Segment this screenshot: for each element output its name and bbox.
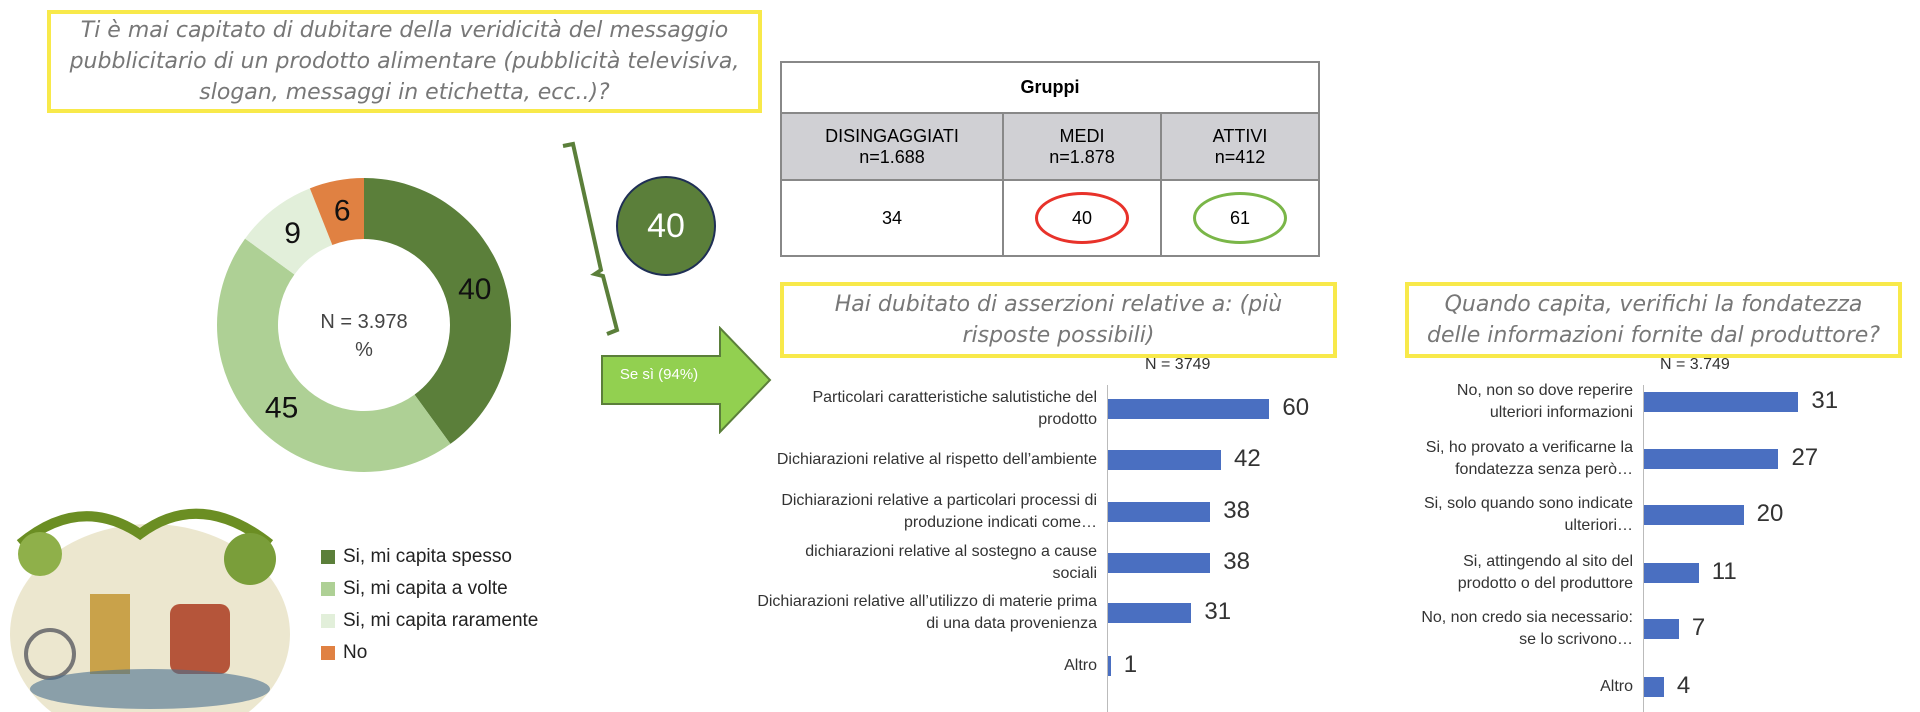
donut-value-label: 9 bbox=[284, 217, 301, 250]
legend-swatch bbox=[321, 582, 335, 596]
group-header: MEDI n=1.878 bbox=[1001, 112, 1162, 181]
bar-value-label: 4 bbox=[1676, 672, 1691, 699]
donut-value-label: 6 bbox=[334, 195, 351, 228]
bar bbox=[1108, 399, 1270, 419]
bar-value-label: 38 bbox=[1223, 548, 1250, 575]
bar-category-label: Particolari caratteristiche salutistiche… bbox=[812, 389, 1097, 428]
donut-value-label: 40 bbox=[458, 273, 491, 306]
verify-question-box: Quando capita, verifichi la fondatezza d… bbox=[1405, 282, 1902, 358]
group-header: ATTIVI n=412 bbox=[1159, 112, 1321, 181]
bar-category-label: dichiarazioni relative al sostegno a cau… bbox=[805, 543, 1097, 582]
bar bbox=[1644, 677, 1664, 697]
bar-value-label: 31 bbox=[1204, 598, 1232, 625]
group-value: 40 bbox=[1001, 179, 1162, 257]
donut-slice bbox=[245, 188, 333, 275]
bar-category-label: Dichiarazioni relative all’utilizzo di m… bbox=[757, 593, 1097, 632]
group-value: 34 bbox=[780, 179, 1004, 257]
bar-category-label: Si, solo quando sono indicate ulteriori… bbox=[1423, 495, 1633, 534]
bar-value-label: 42 bbox=[1233, 445, 1261, 472]
arrow-icon bbox=[601, 326, 772, 434]
bar-value-label: 38 bbox=[1223, 497, 1250, 524]
legend-label: No bbox=[343, 642, 368, 663]
bar bbox=[1644, 563, 1699, 583]
chart-axis bbox=[1107, 385, 1108, 712]
donut-slice bbox=[217, 238, 451, 472]
donut-chart: 40 45 96 bbox=[217, 178, 511, 472]
legend-label: Si, mi capita spesso bbox=[343, 546, 512, 567]
donut-center-label: N = 3.978 % bbox=[304, 308, 424, 364]
assertions-question-box: Hai dubitato di asserzioni relative a: (… bbox=[780, 282, 1337, 358]
groups-title: Gruppi bbox=[780, 61, 1320, 114]
legend-label: Si, mi capita raramente bbox=[343, 610, 539, 631]
illustration-image bbox=[10, 508, 290, 712]
chart-n-label: N = 3749 bbox=[1145, 356, 1211, 373]
bar bbox=[1108, 450, 1221, 470]
legend-label: Si, mi capita a volte bbox=[343, 578, 508, 599]
bar-category-label: Si, attingendo al sito del prodotto o de… bbox=[1457, 553, 1633, 592]
bar bbox=[1644, 392, 1799, 412]
bar bbox=[1108, 553, 1211, 573]
bar-category-label: Dichiarazioni relative a particolari pro… bbox=[781, 492, 1097, 531]
bar-category-label: No, non credo sia necessario: se lo scri… bbox=[1421, 609, 1633, 648]
donut-value-label: 45 bbox=[265, 391, 298, 424]
bar-value-label: 20 bbox=[1756, 500, 1784, 527]
legend-swatch bbox=[321, 614, 335, 628]
bar-value-label: 1 bbox=[1123, 651, 1138, 678]
bar-category-label: Altro bbox=[1064, 657, 1097, 674]
bar bbox=[1644, 619, 1679, 639]
legend-item: No bbox=[321, 642, 367, 664]
bar-value-label: 31 bbox=[1811, 387, 1839, 414]
bar-value-label: 60 bbox=[1282, 394, 1310, 421]
bar-category-label: No, non so dove reperire ulteriori infor… bbox=[1456, 382, 1633, 421]
group-value: 61 bbox=[1159, 179, 1321, 257]
group-header: DISINGAGGIATI n=1.688 bbox=[780, 112, 1004, 181]
legend-swatch bbox=[321, 550, 335, 564]
bar-category-label: Dichiarazioni relative al rispetto dell’… bbox=[776, 451, 1097, 468]
bar bbox=[1108, 603, 1192, 623]
donut-n-label: N = 3.978 bbox=[320, 311, 408, 333]
groups-table: Gruppi DISINGAGGIATI n=1.688 MEDI n=1.878 … bbox=[780, 61, 1321, 257]
bar-value-label: 27 bbox=[1791, 444, 1819, 471]
donut-unit-label: % bbox=[355, 339, 373, 361]
legend-item: Si, mi capita spesso bbox=[321, 546, 512, 568]
legend-swatch bbox=[321, 646, 335, 660]
bar-value-label: 11 bbox=[1711, 558, 1737, 585]
bar bbox=[1644, 505, 1744, 525]
main-question-box: Ti è mai capitato di dubitare della veri… bbox=[47, 10, 762, 113]
legend-item: Si, mi capita raramente bbox=[321, 610, 538, 632]
bar bbox=[1644, 449, 1779, 469]
chart-n-label: N = 3.749 bbox=[1660, 356, 1730, 373]
bracket-icon bbox=[562, 141, 620, 336]
donut-slice bbox=[309, 178, 364, 246]
chart-axis bbox=[1643, 385, 1644, 712]
donut-slice bbox=[364, 178, 511, 444]
bar bbox=[1108, 502, 1211, 522]
bar bbox=[1108, 656, 1111, 676]
bar-value-label: 7 bbox=[1691, 614, 1706, 641]
bar-category-label: Si, ho provato a verificarne la fondatez… bbox=[1425, 439, 1633, 478]
legend-item: Si, mi capita a volte bbox=[321, 578, 508, 600]
arrow-label: Se sì (94%) bbox=[619, 366, 699, 383]
highlight-total-circle: 40 bbox=[616, 176, 716, 276]
bar-category-label: Altro bbox=[1600, 678, 1633, 695]
